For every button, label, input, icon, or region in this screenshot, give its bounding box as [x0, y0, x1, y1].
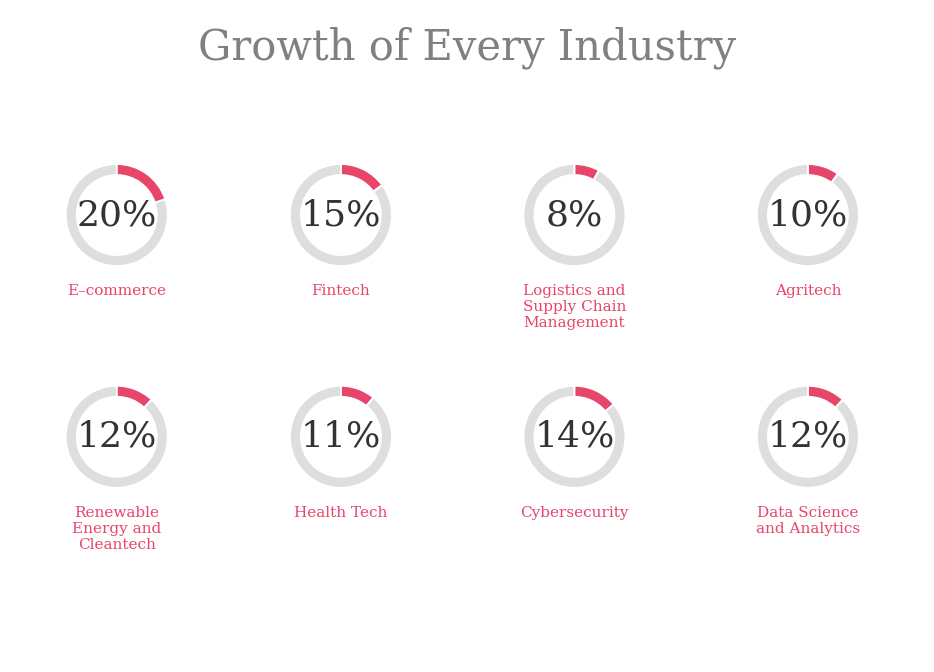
Text: Agritech: Agritech — [774, 284, 842, 298]
Wedge shape — [757, 164, 859, 266]
Text: 11%: 11% — [301, 420, 381, 454]
Text: 20%: 20% — [77, 198, 157, 232]
Wedge shape — [117, 164, 165, 203]
Text: 12%: 12% — [77, 420, 157, 454]
Text: Data Science
and Analytics: Data Science and Analytics — [756, 506, 860, 536]
Text: 12%: 12% — [768, 420, 848, 454]
Wedge shape — [65, 386, 168, 488]
Wedge shape — [341, 386, 374, 406]
Wedge shape — [290, 386, 392, 488]
Text: Logistics and
Supply Chain
Management: Logistics and Supply Chain Management — [523, 284, 626, 331]
Wedge shape — [574, 164, 599, 180]
Wedge shape — [523, 164, 626, 266]
Text: 8%: 8% — [545, 198, 603, 232]
Wedge shape — [523, 386, 626, 488]
Wedge shape — [290, 164, 392, 266]
Text: 15%: 15% — [301, 198, 381, 232]
Wedge shape — [341, 164, 382, 192]
Wedge shape — [757, 386, 859, 488]
Wedge shape — [574, 386, 614, 411]
Wedge shape — [808, 386, 842, 408]
Text: 10%: 10% — [768, 198, 848, 232]
Text: Growth of Every Industry: Growth of Every Industry — [198, 27, 736, 69]
Text: Cybersecurity: Cybersecurity — [520, 506, 629, 519]
Wedge shape — [65, 164, 168, 266]
Text: E–commerce: E–commerce — [67, 284, 166, 298]
Text: Renewable
Energy and
Cleantech: Renewable Energy and Cleantech — [72, 506, 162, 552]
Wedge shape — [117, 386, 151, 408]
Text: Health Tech: Health Tech — [294, 506, 388, 519]
Text: Fintech: Fintech — [312, 284, 370, 298]
Wedge shape — [808, 164, 838, 183]
Text: 14%: 14% — [534, 420, 615, 454]
